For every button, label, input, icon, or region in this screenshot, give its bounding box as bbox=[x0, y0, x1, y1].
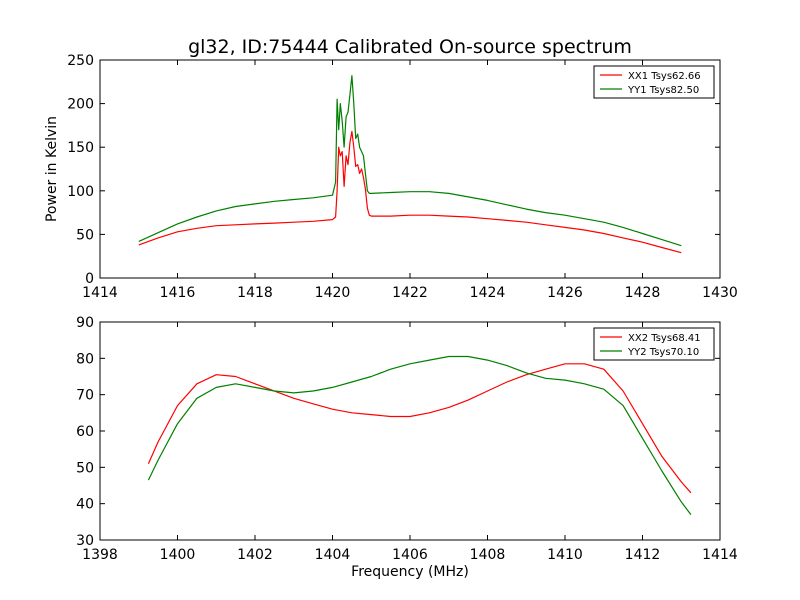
y-tick-label: 0 bbox=[85, 271, 94, 287]
x-tick-label: 1418 bbox=[237, 285, 273, 301]
x-tick-label: 1412 bbox=[625, 547, 661, 563]
x-tick-label: 1430 bbox=[702, 285, 738, 301]
y-tick-label: 150 bbox=[67, 140, 94, 156]
y-tick-label: 50 bbox=[76, 460, 94, 476]
x-tick-label: 1406 bbox=[392, 547, 428, 563]
x-tick-label: 1414 bbox=[702, 547, 738, 563]
x-tick-label: 1414 bbox=[82, 285, 118, 301]
bottom-panel: 1398 1400 1402 1404 1406 1408 1410 1412 1414 30 40… bbox=[76, 315, 738, 580]
legend-label-2: YY1 Tsys82.50 bbox=[627, 85, 699, 96]
legend-box bbox=[593, 65, 715, 99]
x-tick-label: 1426 bbox=[547, 285, 583, 301]
y-tick-label: 40 bbox=[76, 497, 94, 513]
legend-label-2: YY2 Tsys70.10 bbox=[627, 347, 699, 358]
x-axis-label: Frequency (MHz) bbox=[351, 564, 469, 580]
y-tick-label: 100 bbox=[67, 184, 94, 200]
series-line-2 bbox=[138, 75, 682, 247]
x-tick-label: 1428 bbox=[625, 285, 661, 301]
y-tick-label: 80 bbox=[76, 351, 94, 367]
x-tick-label: 1404 bbox=[315, 547, 351, 563]
y-tick-label: 200 bbox=[67, 97, 94, 113]
figure-title: gl32, ID:75444 Calibrated On-source spec… bbox=[188, 36, 632, 58]
y-tick-label: 250 bbox=[67, 53, 94, 69]
legend-box bbox=[593, 327, 715, 361]
series-line-1 bbox=[138, 130, 682, 254]
series-line-1 bbox=[147, 363, 692, 494]
x-tick-label: 1402 bbox=[237, 547, 273, 563]
y-tick-label: 70 bbox=[76, 388, 94, 404]
y-tick-label: 60 bbox=[76, 424, 94, 440]
y-tick-label: 30 bbox=[76, 533, 94, 549]
y-tick-label: 90 bbox=[76, 315, 94, 331]
series-line-2 bbox=[147, 355, 692, 515]
x-tick-label: 1398 bbox=[82, 547, 118, 563]
y-tick-label: 50 bbox=[76, 227, 94, 243]
legend-label-1: XX2 Tsys68.41 bbox=[628, 333, 701, 344]
x-tick-label: 1424 bbox=[470, 285, 506, 301]
y-axis-label: Power in Kelvin bbox=[44, 116, 60, 222]
x-tick-label: 1408 bbox=[470, 547, 506, 563]
x-tick-label: 1416 bbox=[160, 285, 196, 301]
legend-label-1: XX1 Tsys62.66 bbox=[628, 71, 701, 82]
x-tick-label: 1400 bbox=[160, 547, 196, 563]
x-tick-label: 1410 bbox=[547, 547, 583, 563]
x-tick-label: 1422 bbox=[392, 285, 428, 301]
x-tick-label: 1420 bbox=[315, 285, 351, 301]
top-panel: 1414 1416 1418 1420 1422 1424 1426 1428 1430 0 50 1… bbox=[44, 53, 738, 301]
